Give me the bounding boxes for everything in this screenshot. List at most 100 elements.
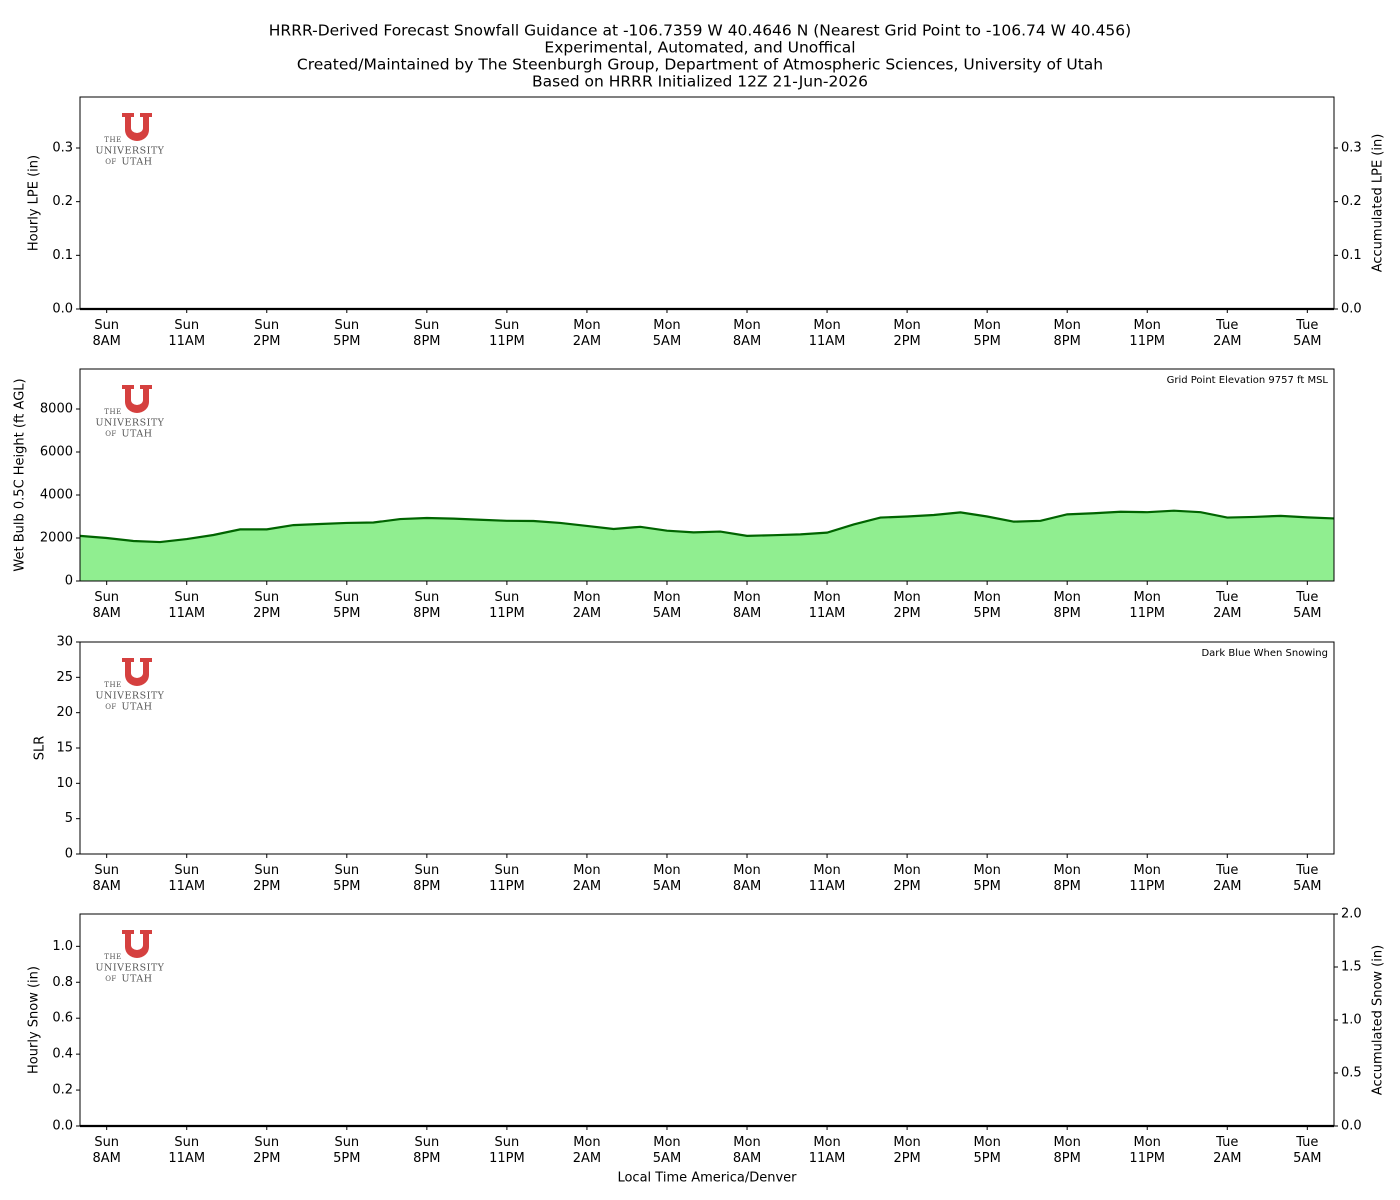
- x-tick-label: Mon 11PM: [1129, 1135, 1165, 1166]
- x-tick-label: Mon 2AM: [573, 318, 601, 349]
- y-tick-label: 0.3: [52, 140, 73, 155]
- title-line: Based on HRRR Initialized 12Z 21-Jun-202…: [532, 73, 868, 91]
- y-tick-label: 0.0: [52, 302, 73, 317]
- x-tick-label: Mon 8PM: [1053, 318, 1080, 349]
- x-tick-label: Tue 2AM: [1213, 863, 1241, 894]
- y-tick-label: 0.5: [1341, 1066, 1362, 1081]
- y-tick-label: 0.8: [52, 975, 73, 990]
- x-tick-label: Tue 5AM: [1293, 318, 1321, 349]
- x-tick-label: Mon 2AM: [573, 1135, 601, 1166]
- x-tick-label: Tue 5AM: [1293, 863, 1321, 894]
- logo-text: THE: [104, 953, 121, 961]
- x-tick-label: Mon 5AM: [653, 863, 681, 894]
- y-tick-label: 0.2: [52, 1083, 73, 1098]
- y-tick-label: 8000: [40, 401, 73, 416]
- x-tick-label: Sun 2PM: [253, 863, 280, 894]
- line: [79, 509, 1335, 544]
- x-tick-label: Sun 11AM: [168, 1135, 205, 1166]
- y-axis-label: SLR: [33, 736, 48, 761]
- x-axis-label: Local Time America/Denver: [617, 1171, 797, 1186]
- x-tick-label: Sun 8AM: [92, 590, 120, 621]
- x-tick-label: Mon 11AM: [809, 318, 846, 349]
- annotation: Dark Blue When Snowing: [1201, 648, 1328, 659]
- y-tick-label: 0.4: [52, 1047, 73, 1062]
- y-axis-label: Hourly Snow (in): [27, 966, 42, 1074]
- x-tick-label: Sun 11PM: [489, 318, 525, 349]
- y-tick-label: 0.1: [52, 248, 73, 263]
- x-tick-label: Mon 2PM: [893, 1135, 920, 1166]
- y-tick-label: 1.5: [1341, 960, 1362, 975]
- x-tick-label: Sun 5PM: [333, 318, 360, 349]
- x-tick-label: Mon 11AM: [809, 863, 846, 894]
- x-tick-label: Tue 5AM: [1293, 1135, 1321, 1166]
- y-tick-label: 10: [56, 776, 73, 791]
- x-tick-label: Sun 2PM: [253, 1135, 280, 1166]
- x-tick-label: Mon 5PM: [973, 318, 1000, 349]
- x-tick-label: Sun 5PM: [333, 863, 360, 894]
- logo-mark: [122, 658, 152, 686]
- y-tick-label: 0.2: [1341, 194, 1362, 209]
- area: [80, 510, 1334, 581]
- x-tick-label: Sun 11PM: [489, 863, 525, 894]
- x-tick-label: Sun 8AM: [92, 1135, 120, 1166]
- x-tick-label: Sun 8AM: [92, 863, 120, 894]
- x-tick-label: Mon 5PM: [973, 1135, 1000, 1166]
- y-tick-label: 0: [65, 574, 73, 589]
- x-tick-label: Mon 8AM: [733, 590, 761, 621]
- y-tick-label: 0.0: [1341, 1119, 1362, 1134]
- plot-frame: [79, 96, 1335, 310]
- x-tick-label: Tue 2AM: [1213, 590, 1241, 621]
- title-line: Experimental, Automated, and Unoffical: [544, 39, 855, 57]
- title-line: Created/Maintained by The Steenburgh Gro…: [297, 56, 1103, 74]
- y2-axis-label: Accumulated Snow (in): [1371, 945, 1386, 1095]
- x-tick-label: Tue 2AM: [1213, 1135, 1241, 1166]
- y-tick-label: 30: [56, 635, 73, 650]
- x-tick-label: Sun 5PM: [333, 590, 360, 621]
- x-tick-label: Mon 11PM: [1129, 863, 1165, 894]
- logo-text: UTAH: [122, 702, 153, 713]
- x-tick-label: Mon 2PM: [893, 590, 920, 621]
- title-line: HRRR-Derived Forecast Snowfall Guidance …: [269, 22, 1131, 40]
- x-tick-label: Mon 8AM: [733, 318, 761, 349]
- x-tick-label: Mon 5PM: [973, 863, 1000, 894]
- x-tick-label: Mon 11PM: [1129, 318, 1165, 349]
- y-tick-label: 15: [56, 741, 73, 756]
- y-tick-label: 4000: [40, 487, 73, 502]
- x-tick-label: Mon 8AM: [733, 1135, 761, 1166]
- logo-text: UTAH: [122, 429, 153, 440]
- y-tick-label: 20: [56, 705, 73, 720]
- x-tick-label: Mon 2PM: [893, 318, 920, 349]
- y-tick-label: 0.1: [1341, 248, 1362, 263]
- logo-mark: [122, 113, 152, 141]
- logo-text: UNIVERSITY: [96, 691, 165, 702]
- y-tick-label: 1.0: [52, 939, 73, 954]
- y-tick-label: 5: [65, 811, 73, 826]
- y-tick-label: 0.3: [1341, 140, 1362, 155]
- x-tick-label: Tue 5AM: [1293, 590, 1321, 621]
- logo-text: UTAH: [122, 157, 153, 168]
- x-tick-label: Sun 8PM: [413, 318, 440, 349]
- logo-text: THE: [104, 408, 121, 416]
- logo-text: OF: [105, 975, 117, 983]
- x-tick-label: Sun 5PM: [333, 1135, 360, 1166]
- logo-mark: [122, 930, 152, 958]
- y-tick-label: 6000: [40, 444, 73, 459]
- x-tick-label: Sun 8PM: [413, 590, 440, 621]
- y-tick-label: 0.0: [1341, 302, 1362, 317]
- x-tick-label: Mon 11AM: [809, 1135, 846, 1166]
- x-tick-label: Mon 2PM: [893, 863, 920, 894]
- x-tick-label: Tue 2AM: [1213, 318, 1241, 349]
- logo-text: OF: [105, 430, 117, 438]
- x-tick-label: Mon 2AM: [573, 590, 601, 621]
- y-axis-label: Wet Bulb 0.5C Height (ft AGL): [13, 378, 28, 571]
- logo-text: OF: [105, 158, 117, 166]
- x-tick-label: Sun 11PM: [489, 1135, 525, 1166]
- x-tick-label: Mon 2AM: [573, 863, 601, 894]
- logo-text: THE: [104, 136, 121, 144]
- y-tick-label: 2.0: [1341, 907, 1362, 922]
- x-tick-label: Sun 8PM: [413, 1135, 440, 1166]
